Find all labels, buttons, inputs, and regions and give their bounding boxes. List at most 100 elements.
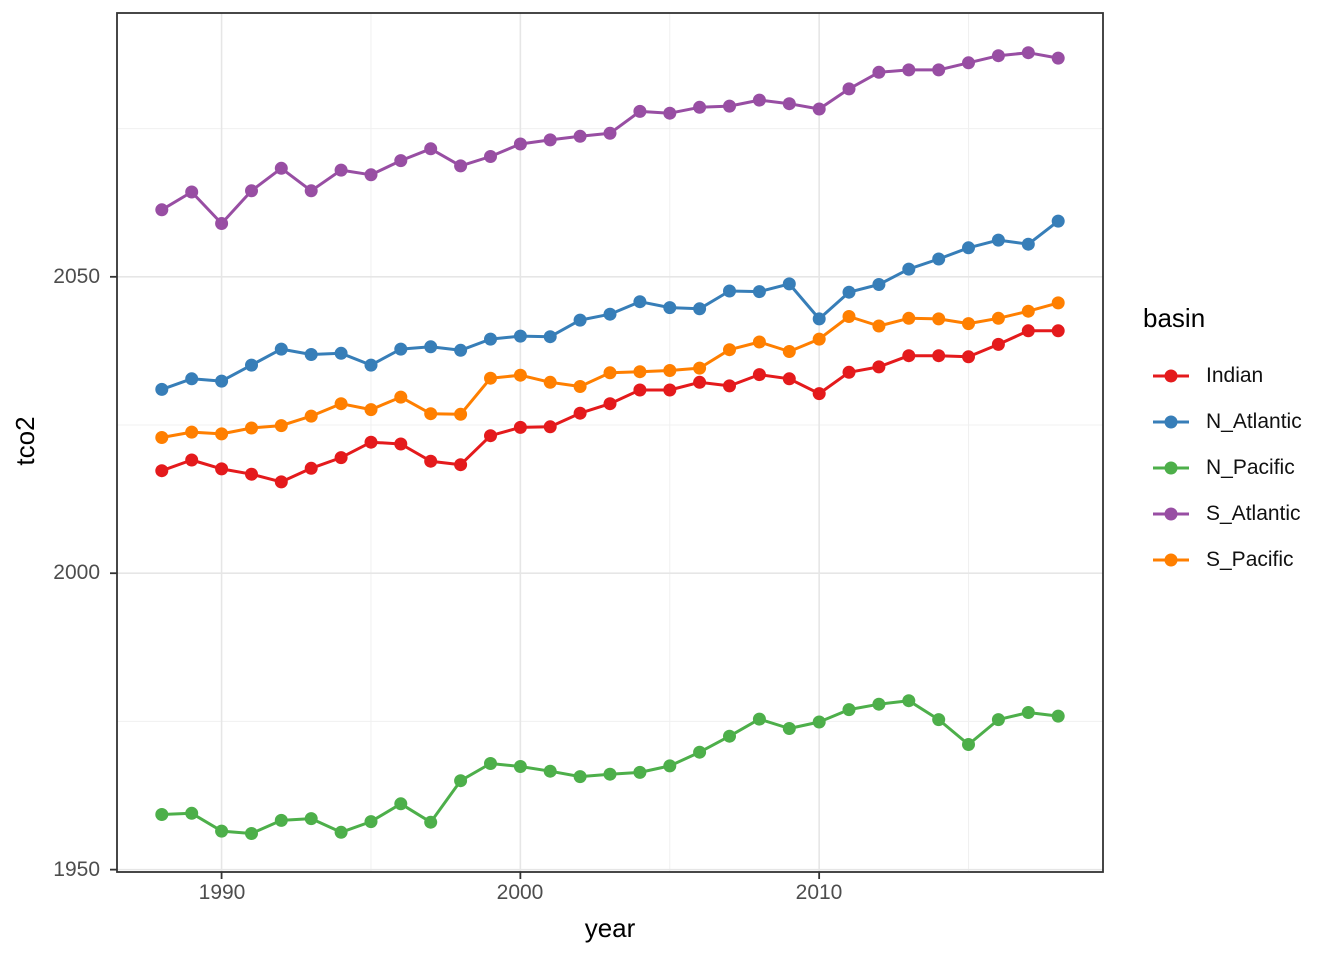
- data-point-S_Pacific: [842, 310, 856, 323]
- data-point-S_Atlantic: [185, 185, 199, 199]
- data-point-N_Atlantic: [394, 342, 408, 356]
- data-point-N_Atlantic: [573, 313, 587, 327]
- data-point-N_Atlantic: [185, 372, 199, 386]
- legend-key-icon: [1153, 461, 1189, 475]
- data-point-N_Pacific: [723, 729, 736, 743]
- data-point-Indian: [334, 451, 348, 465]
- data-point-S_Atlantic: [1051, 51, 1065, 65]
- data-point-N_Atlantic: [723, 284, 736, 298]
- data-point-S_Pacific: [1051, 296, 1065, 310]
- data-point-S_Atlantic: [782, 97, 796, 111]
- data-point-S_Atlantic: [155, 203, 169, 217]
- data-point-N_Atlantic: [513, 329, 527, 343]
- data-point-S_Atlantic: [484, 150, 497, 163]
- data-point-S_Pacific: [663, 364, 677, 377]
- data-point-N_Atlantic: [334, 346, 348, 360]
- legend-item-label: N_Atlantic: [1206, 410, 1302, 433]
- x-axis-title: year: [584, 913, 636, 943]
- data-point-N_Atlantic: [663, 301, 677, 315]
- data-point-S_Pacific: [872, 319, 886, 333]
- legend-key-point: [1164, 415, 1178, 429]
- data-point-S_Atlantic: [394, 154, 408, 168]
- legend-item-label: S_Atlantic: [1206, 502, 1301, 525]
- data-point-N_Pacific: [513, 760, 527, 773]
- data-point-N_Atlantic: [424, 340, 438, 354]
- data-point-N_Atlantic: [364, 358, 378, 372]
- data-point-Indian: [454, 458, 468, 472]
- data-point-N_Atlantic: [842, 285, 856, 299]
- data-point-S_Atlantic: [454, 159, 468, 173]
- data-point-S_Atlantic: [334, 163, 348, 177]
- data-point-N_Atlantic: [872, 278, 886, 291]
- panel-border: [116, 12, 1104, 873]
- data-point-S_Atlantic: [872, 65, 886, 79]
- data-point-N_Atlantic: [991, 233, 1005, 247]
- legend-item-N_Pacific: N_Pacific: [1153, 445, 1302, 491]
- data-point-S_Pacific: [932, 312, 946, 326]
- data-point-N_Pacific: [155, 808, 169, 821]
- legend-key-point: [1164, 369, 1178, 383]
- data-point-N_Pacific: [663, 759, 677, 773]
- data-point-N_Atlantic: [962, 241, 975, 255]
- data-point-N_Pacific: [991, 713, 1005, 727]
- data-point-Indian: [573, 406, 587, 420]
- data-point-S_Pacific: [693, 361, 707, 375]
- legend-item-label: S_Pacific: [1206, 548, 1294, 571]
- x-tick-label: 2000: [496, 881, 544, 904]
- data-point-N_Pacific: [274, 813, 288, 827]
- data-point-S_Atlantic: [812, 102, 826, 116]
- legend-item-S_Pacific: S_Pacific: [1153, 537, 1302, 583]
- data-point-S_Pacific: [723, 343, 736, 357]
- data-point-S_Atlantic: [513, 137, 527, 151]
- data-point-S_Atlantic: [274, 161, 288, 175]
- data-point-N_Pacific: [573, 770, 587, 784]
- data-point-S_Pacific: [364, 403, 378, 417]
- data-point-S_Pacific: [155, 431, 169, 444]
- data-point-Indian: [484, 429, 497, 443]
- data-point-S_Pacific: [215, 427, 229, 441]
- data-point-N_Pacific: [245, 827, 258, 840]
- data-point-N_Pacific: [185, 806, 199, 820]
- data-point-Indian: [842, 365, 856, 379]
- data-point-Indian: [543, 420, 557, 434]
- data-point-Indian: [932, 349, 946, 363]
- legend-item-label: Indian: [1206, 364, 1264, 387]
- data-point-S_Pacific: [274, 419, 288, 433]
- data-point-S_Atlantic: [902, 63, 916, 77]
- data-point-N_Pacific: [902, 694, 916, 708]
- data-point-Indian: [633, 383, 647, 397]
- data-point-N_Pacific: [812, 715, 826, 729]
- legend-item-N_Atlantic: N_Atlantic: [1153, 399, 1302, 445]
- data-point-S_Pacific: [185, 425, 199, 439]
- data-point-S_Atlantic: [424, 142, 438, 156]
- data-point-S_Atlantic: [752, 93, 766, 107]
- data-point-N_Pacific: [454, 774, 468, 788]
- data-point-N_Pacific: [334, 825, 348, 839]
- data-point-N_Pacific: [962, 738, 975, 751]
- data-point-N_Atlantic: [693, 302, 707, 316]
- data-point-S_Pacific: [484, 371, 497, 385]
- data-point-N_Atlantic: [603, 307, 617, 321]
- data-point-Indian: [902, 349, 916, 363]
- data-point-Indian: [603, 397, 617, 411]
- data-point-S_Atlantic: [304, 184, 318, 198]
- data-point-N_Atlantic: [1021, 237, 1035, 251]
- data-point-S_Pacific: [991, 311, 1005, 325]
- data-point-Indian: [424, 454, 438, 468]
- data-point-S_Atlantic: [962, 56, 975, 70]
- data-point-S_Pacific: [782, 345, 796, 358]
- data-point-S_Pacific: [633, 365, 647, 379]
- data-point-N_Atlantic: [752, 285, 766, 299]
- data-point-S_Atlantic: [603, 126, 617, 140]
- data-point-S_Pacific: [304, 409, 318, 423]
- data-point-S_Pacific: [454, 407, 468, 421]
- legend-key-icon: [1153, 415, 1189, 429]
- y-axis-title: tco2: [10, 416, 40, 466]
- data-point-N_Pacific: [633, 765, 647, 779]
- data-point-S_Atlantic: [842, 82, 856, 96]
- data-point-S_Atlantic: [693, 100, 707, 114]
- data-point-Indian: [1051, 324, 1065, 338]
- data-point-S_Pacific: [603, 366, 617, 380]
